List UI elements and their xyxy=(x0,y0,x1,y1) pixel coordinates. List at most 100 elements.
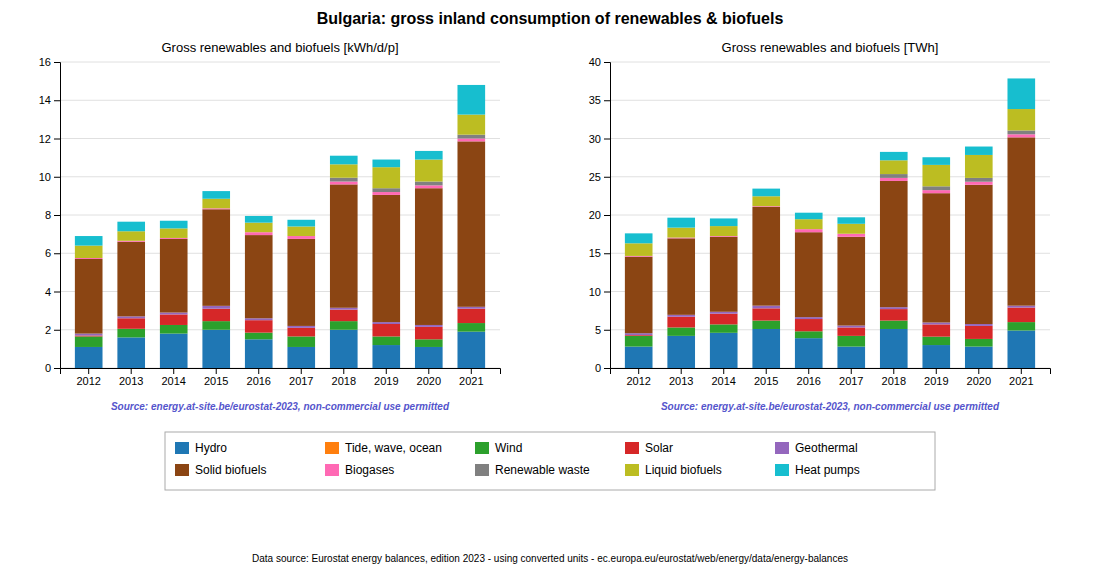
legend-label: Biogases xyxy=(345,463,394,477)
tick-label: 16 xyxy=(39,56,51,68)
bar-segment xyxy=(1007,137,1035,305)
tick-label: 25 xyxy=(589,171,601,183)
tick: 4 xyxy=(45,286,60,298)
tick: 2019 xyxy=(924,368,948,387)
tick-mark xyxy=(766,368,767,374)
bar-segment xyxy=(752,321,780,329)
tick: 5 xyxy=(595,324,610,336)
subtitle: Gross renewables and biofuels [TWh] xyxy=(722,40,939,55)
tick: 2021 xyxy=(1009,368,1033,387)
tick-label: 2018 xyxy=(882,375,906,387)
bar-segment xyxy=(752,189,780,197)
tick: 2020 xyxy=(417,368,441,387)
bar-segment xyxy=(245,223,273,233)
bar-segment xyxy=(922,322,950,324)
tick-mark xyxy=(54,215,60,216)
bar-segment xyxy=(287,347,315,368)
legend: HydroTide, wave, oceanWindSolarGeotherma… xyxy=(165,432,935,490)
bar-segment xyxy=(245,235,273,318)
legend-label: Wind xyxy=(495,441,522,455)
bar-segment xyxy=(330,164,358,177)
tick-mark xyxy=(173,368,174,374)
tick-label: 6 xyxy=(45,247,51,259)
grid-line xyxy=(610,62,1050,63)
tick-mark xyxy=(604,253,610,254)
series xyxy=(75,85,485,246)
legend-item: Solar xyxy=(625,441,673,455)
legend-swatch xyxy=(625,464,639,476)
legend-swatch xyxy=(775,464,789,476)
tick: 14 xyxy=(39,94,60,106)
bar-segment xyxy=(1007,331,1035,368)
bar-segment xyxy=(837,347,865,368)
grid-line xyxy=(60,62,500,63)
chart-panel: 0246810121416201220132014201520162017201… xyxy=(39,40,501,412)
tick: 2016 xyxy=(797,368,821,387)
legend-item: Hydro xyxy=(175,441,227,455)
tick-mark xyxy=(893,368,894,374)
tick-label: 20 xyxy=(589,209,601,221)
bar-segment xyxy=(415,182,443,186)
bar-segment xyxy=(372,192,400,195)
bar-segment xyxy=(965,324,993,326)
bar-segment xyxy=(457,139,485,142)
legend-item: Solid biofuels xyxy=(175,463,266,477)
legend-item: Biogases xyxy=(325,463,394,477)
bar-segment xyxy=(287,226,315,236)
bar-segment xyxy=(117,222,145,232)
tick-label: 2014 xyxy=(711,375,735,387)
tick-mark xyxy=(54,139,60,140)
tick-mark xyxy=(851,368,852,374)
grid-line xyxy=(610,100,1050,101)
series xyxy=(625,109,1035,256)
bar-segment xyxy=(922,337,950,345)
tick: 25 xyxy=(589,171,610,183)
bar-segment xyxy=(117,337,145,368)
legend-label: Hydro xyxy=(195,441,227,455)
tick-label: 30 xyxy=(589,133,601,145)
legend-swatch xyxy=(475,442,489,454)
axis-line xyxy=(611,369,1051,375)
tick-mark xyxy=(54,62,60,63)
bar-segment xyxy=(752,196,780,206)
axis-line xyxy=(61,369,501,375)
bar-segment xyxy=(245,320,273,332)
tick-mark xyxy=(54,292,60,293)
title: Bulgaria: gross inland consumption of re… xyxy=(317,10,784,27)
tick: 10 xyxy=(39,171,60,183)
bar-segment xyxy=(287,328,315,337)
tick: 40 xyxy=(589,56,610,68)
tick: 16 xyxy=(39,56,60,68)
bar-segment xyxy=(330,310,358,321)
tick-label: 2020 xyxy=(417,375,441,387)
bar-segment xyxy=(965,185,993,324)
bar-segment xyxy=(837,336,865,347)
bar-segment xyxy=(372,336,400,345)
bar-segment xyxy=(372,324,400,336)
series xyxy=(625,78,1035,243)
grid-line xyxy=(60,138,500,139)
bar-segment xyxy=(795,319,823,331)
legend-label: Tide, wave, ocean xyxy=(345,441,442,455)
subtitle: Gross renewables and biofuels [kWh/d/p] xyxy=(161,40,398,55)
tick: 2020 xyxy=(967,368,991,387)
bar-segment xyxy=(880,321,908,329)
tick-label: 2012 xyxy=(626,375,650,387)
tick-mark xyxy=(471,368,472,374)
bar-segment xyxy=(457,135,485,139)
tick-mark xyxy=(54,330,60,331)
bar-segment xyxy=(245,339,273,368)
tick: 8 xyxy=(45,209,60,221)
bar-segment xyxy=(202,330,230,368)
series xyxy=(625,137,1035,333)
tick-label: 15 xyxy=(589,247,601,259)
tick-mark xyxy=(54,253,60,254)
tick: 2 xyxy=(45,324,60,336)
series xyxy=(75,141,485,333)
legend-swatch xyxy=(175,442,189,454)
tick-mark xyxy=(1021,368,1022,374)
legend-label: Liquid biofuels xyxy=(645,463,722,477)
bar-segment xyxy=(330,156,358,165)
bar-segment xyxy=(160,239,188,313)
tick: 0 xyxy=(595,362,610,374)
